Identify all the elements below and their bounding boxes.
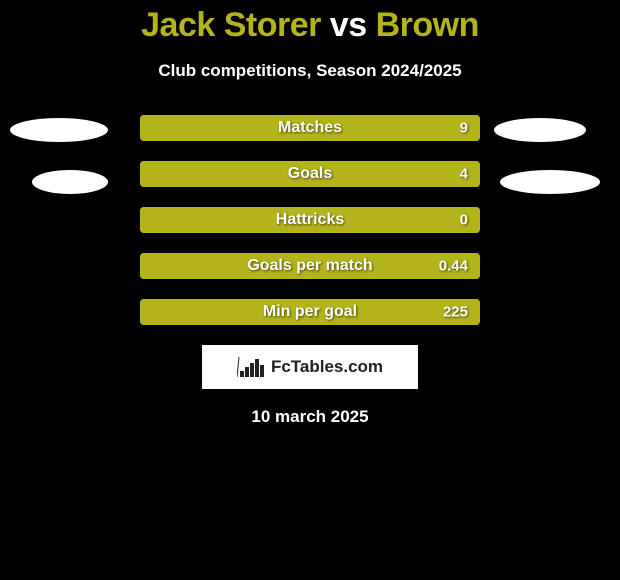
title-right: Brown	[376, 6, 479, 44]
decorative-ellipse	[10, 118, 108, 142]
bar-rows: Matches 9 Goals 4 Hattricks 0 Goals per match 0…	[0, 115, 620, 325]
stat-row: Goals per match 0.44	[140, 253, 480, 279]
stat-row: Matches 9	[140, 115, 480, 141]
bar-value: 0.44	[439, 258, 468, 275]
barchart-icon	[237, 357, 265, 377]
decorative-ellipse	[500, 170, 600, 194]
stat-row: Hattricks 0	[140, 207, 480, 233]
bar-value: 4	[460, 166, 468, 183]
decorative-ellipse	[494, 118, 586, 142]
brand-box: FcTables.com	[202, 345, 418, 389]
title-vs: vs	[321, 6, 376, 44]
date-text: 10 march 2025	[0, 407, 620, 427]
bar-label: Matches	[278, 119, 342, 137]
bar-value: 9	[460, 120, 468, 137]
subtitle: Club competitions, Season 2024/2025	[0, 61, 620, 81]
stat-row: Min per goal 225	[140, 299, 480, 325]
bar-label: Goals	[288, 165, 332, 183]
bar-label: Hattricks	[276, 211, 344, 229]
stat-row: Goals 4	[140, 161, 480, 187]
page-title: Jack Storer vs Brown	[0, 0, 620, 45]
brand-text: FcTables.com	[271, 357, 383, 377]
bar-label: Min per goal	[263, 303, 357, 321]
bar-value: 0	[460, 212, 468, 229]
title-left: Jack Storer	[141, 6, 321, 44]
chart-stage: Matches 9 Goals 4 Hattricks 0 Goals per match 0…	[0, 115, 620, 325]
decorative-ellipse	[32, 170, 108, 194]
bar-label: Goals per match	[247, 257, 372, 275]
bar-value: 225	[443, 304, 468, 321]
